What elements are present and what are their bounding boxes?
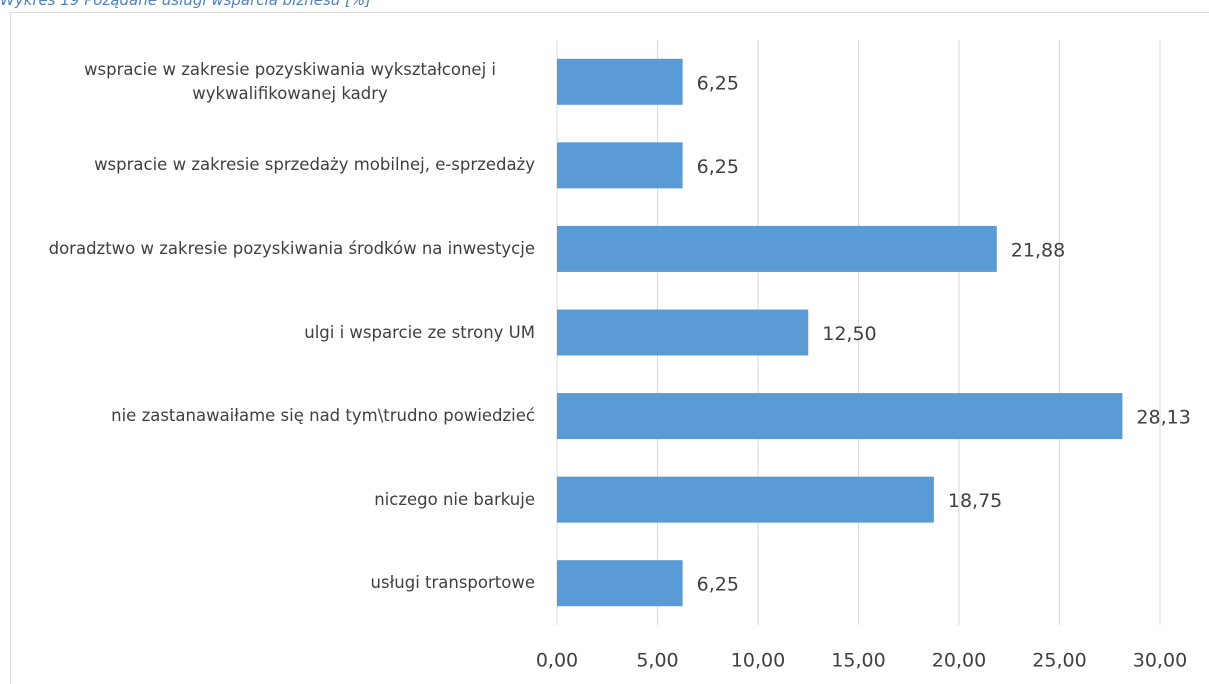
bar bbox=[557, 560, 683, 607]
y-tick-label: doradztwo w zakresie pozyskiwania środkó… bbox=[48, 238, 535, 258]
y-tick-label: niczego nie barkuje bbox=[374, 489, 535, 509]
x-tick-label: 0,00 bbox=[536, 650, 578, 672]
bar bbox=[557, 58, 683, 105]
value-label: 28,13 bbox=[1136, 407, 1190, 429]
y-tick-label: nie zastanawaiłame się nad tym\trudno po… bbox=[111, 406, 535, 426]
y-tick-label-box: niczego nie barkuje bbox=[5, 488, 535, 512]
y-tick-label-box: nie zastanawaiłame się nad tym\trudno po… bbox=[5, 404, 535, 428]
bar bbox=[557, 393, 1123, 440]
x-tick-label: 15,00 bbox=[831, 650, 885, 672]
value-label: 6,25 bbox=[697, 574, 739, 596]
y-tick-label: ulgi i wsparcie ze strony UM bbox=[304, 322, 535, 342]
bar bbox=[557, 142, 683, 189]
value-label: 6,25 bbox=[697, 156, 739, 178]
chart-border bbox=[10, 12, 1209, 684]
y-tick-label-box: wspracie w zakresie pozyskiwania wykszta… bbox=[5, 58, 535, 106]
value-label: 21,88 bbox=[1011, 239, 1065, 261]
value-label: 6,25 bbox=[697, 72, 739, 94]
x-tick-label: 20,00 bbox=[932, 650, 986, 672]
y-tick-label-box: wspracie w zakresie sprzedaży mobilnej, … bbox=[5, 153, 535, 177]
y-tick-label-box: usługi transportowe bbox=[5, 571, 535, 595]
y-tick-label-box: ulgi i wsparcie ze strony UM bbox=[5, 321, 535, 345]
y-tick-label: usługi transportowe bbox=[370, 573, 535, 593]
bar bbox=[557, 225, 997, 272]
bar bbox=[557, 309, 809, 356]
y-tick-label: wspracie w zakresie pozyskiwania wykszta… bbox=[84, 59, 496, 103]
x-tick-label: 5,00 bbox=[636, 650, 678, 672]
value-label: 12,50 bbox=[822, 323, 876, 345]
x-tick-label: 10,00 bbox=[731, 650, 785, 672]
x-tick-label: 30,00 bbox=[1133, 650, 1187, 672]
value-label: 18,75 bbox=[948, 490, 1002, 512]
x-tick-label: 25,00 bbox=[1032, 650, 1086, 672]
bar bbox=[557, 476, 934, 523]
y-tick-label-box: doradztwo w zakresie pozyskiwania środkó… bbox=[5, 237, 535, 261]
chart-title: Wykres 19 Pożądane usługi wsparcia bizne… bbox=[0, 0, 372, 9]
y-tick-label: wspracie w zakresie sprzedaży mobilnej, … bbox=[94, 155, 535, 175]
